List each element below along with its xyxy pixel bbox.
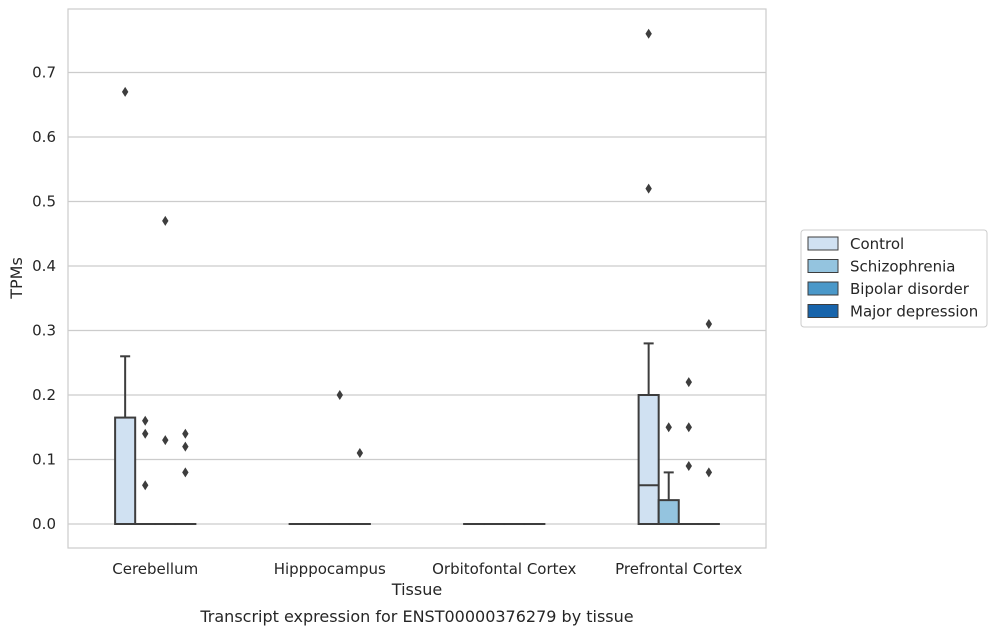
box-control — [114, 416, 137, 526]
y-tick-label: 0.7 — [32, 64, 56, 82]
y-tick-label: 0.4 — [32, 257, 56, 275]
legend-swatch — [807, 259, 839, 273]
outlier-point — [685, 422, 692, 433]
outlier-point — [705, 467, 713, 478]
outlier-point — [142, 428, 149, 439]
box-control — [637, 394, 660, 525]
legend-swatch — [807, 236, 839, 251]
outlier-point — [162, 435, 169, 446]
x-tick-label: Prefrontal Cortex — [615, 560, 742, 578]
x-tick-labels: Cerebellum Hipppocampus Orbitofontal Corte… — [112, 560, 742, 578]
outlier-point — [142, 415, 149, 426]
x-tick-label: Orbitofontal Cortex — [432, 560, 576, 578]
outlier-point — [182, 441, 189, 452]
outlier-point — [142, 480, 149, 491]
outlier-point — [645, 28, 652, 39]
outlier-point — [356, 448, 364, 459]
chart-caption: Transcript expression for ENST0000037627… — [199, 607, 633, 626]
outlier-point — [685, 460, 692, 471]
outliers — [121, 28, 713, 491]
legend-frame — [800, 229, 988, 328]
plot-area — [67, 8, 767, 549]
y-axis-title: TPMs — [7, 257, 26, 300]
outlier-point — [336, 390, 343, 400]
y-tick-label: 0.6 — [32, 128, 56, 146]
grid-lines — [68, 71, 766, 525]
y-tick-label: 0.5 — [32, 193, 56, 211]
outlier-point — [182, 428, 189, 439]
outlier-point — [162, 215, 169, 226]
boxes — [114, 342, 720, 526]
outlier-point — [121, 86, 129, 97]
x-axis-title: Tissue — [391, 580, 442, 599]
legend-label: Bipolar disorder — [850, 280, 970, 298]
legend-label: Control — [850, 235, 904, 253]
legend-label: Schizophrenia — [850, 258, 955, 276]
legend-swatch — [807, 304, 839, 318]
y-tick-label: 0.3 — [32, 322, 56, 340]
outlier-point — [645, 183, 652, 194]
outlier-point — [182, 467, 189, 478]
outlier-point — [685, 377, 692, 388]
box-schizophrenia — [657, 499, 680, 526]
legend: Control Schizophrenia Bipolar disorder Majo… — [800, 229, 988, 328]
y-tick-label: 0.2 — [32, 386, 56, 404]
x-tick-label: Hipppocampus — [274, 560, 386, 578]
legend-swatch — [807, 281, 839, 296]
outlier-point — [665, 422, 672, 433]
legend-label: Major depression — [850, 303, 978, 321]
y-tick-labels: 0.0 0.1 0.2 0.3 0.4 0.5 0.6 0.7 — [32, 64, 56, 534]
y-tick-label: 0.0 — [32, 515, 56, 533]
x-tick-label: Cerebellum — [112, 560, 198, 578]
outlier-point — [705, 319, 713, 330]
y-tick-label: 0.1 — [32, 451, 56, 469]
